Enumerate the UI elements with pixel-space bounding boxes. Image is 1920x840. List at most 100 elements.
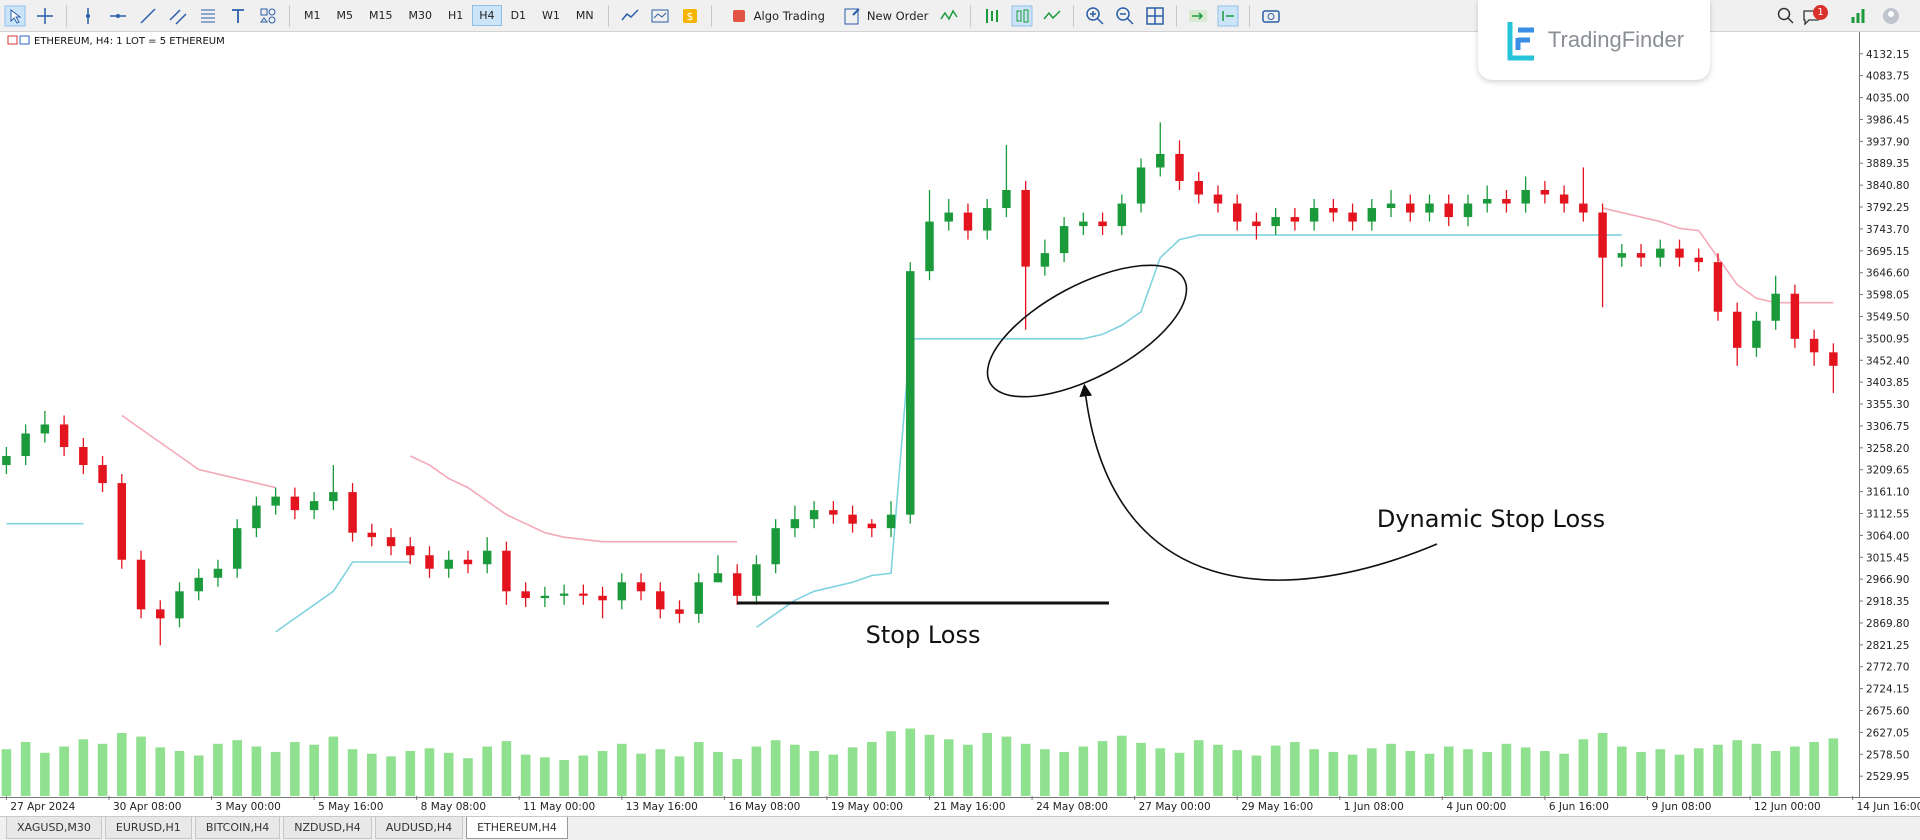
candle-body [1598,212,1607,258]
volume-bar [1790,746,1800,796]
volume-bar [328,736,339,796]
volume-bar [924,734,935,796]
timeframe-button[interactable]: M5 [336,9,354,22]
zoom-out[interactable] [1114,5,1136,27]
text-tool[interactable] [227,5,249,27]
stop-loss-label: Stop Loss [866,621,981,649]
volume-bar [501,741,512,796]
bar-chart[interactable] [981,5,1003,27]
indicators[interactable] [938,5,960,27]
timeframe-button[interactable]: W1 [542,9,560,22]
search[interactable] [1775,5,1797,27]
signal[interactable] [1848,5,1870,27]
volume-bar [1001,736,1012,796]
candle-body [1617,253,1627,258]
chart-type[interactable] [619,5,641,27]
volume-bar [1328,751,1339,796]
y-tick-label: 3355.30 [1866,399,1909,411]
candle-body [867,523,877,529]
chart-tab[interactable]: EURUSD,H1 [104,817,192,839]
cursor-tool[interactable] [4,5,26,27]
chart-tab[interactable]: NZDUSD,H4 [283,817,372,839]
volume-bar [905,728,916,796]
separator [1249,4,1251,27]
stop-short-line [121,414,276,489]
volume-bar [347,749,358,796]
tile-windows[interactable] [1144,5,1166,27]
x-tick-label: 21 May 16:00 [934,801,1006,813]
volume-bar [1270,745,1281,796]
candle-body [1406,203,1415,213]
candle-body [175,591,184,619]
auto-scroll[interactable] [1187,5,1209,27]
account[interactable] [1880,5,1902,27]
y-tick-label: 2966.90 [1866,574,1909,586]
shapes-tool[interactable] [257,5,279,27]
chart-tab[interactable]: AUDUSD,H4 [374,817,464,839]
candle-body [925,221,934,272]
volume-bar [366,753,377,796]
candle-body [1713,262,1723,312]
candle-body [1271,217,1280,227]
candle-body [636,582,646,592]
y-tick-label: 3695.15 [1866,246,1909,258]
timeframe-button[interactable]: M1 [304,9,321,22]
x-tick-label: 4 Jun 00:00 [1446,801,1506,813]
y-tick-label: 3549.50 [1866,311,1909,323]
candle-body [1098,221,1107,227]
vertical-line-tool[interactable] [77,5,99,27]
algo-icon [732,9,745,22]
screenshot[interactable] [1260,5,1282,27]
y-tick-label: 3889.35 [1866,158,1909,170]
timeframe-button[interactable]: MN [575,9,594,22]
logo-icon [1507,22,1534,61]
volume-bar [424,748,435,796]
stop-long-line [755,234,1622,629]
y-tick-label: 3112.55 [1866,508,1909,520]
chart-tab[interactable]: XAGUSD,M30 [6,817,102,839]
y-tick-label: 3209.65 [1866,465,1909,477]
trendline-tool[interactable] [137,5,159,27]
candle-body [252,505,261,529]
candle-body [1521,190,1530,204]
candle-body [1771,293,1780,321]
x-tick-label: 11 May 00:00 [523,801,595,813]
chart-tabs: XAGUSD,M30 EURUSD,H1 BITCOIN,H4 NZDUSD,H4 AU… [0,816,1920,840]
volume-bar [1290,742,1300,796]
volume-bar [193,755,204,796]
separator [1176,4,1178,27]
channel-tool[interactable] [167,5,189,27]
volume-bar [1713,744,1723,796]
volume-bar [982,733,993,796]
timeframe-button[interactable]: H4 [472,5,502,26]
candle-body [694,582,703,614]
y-tick-label: 3840.80 [1866,180,1909,192]
chart-tab[interactable]: BITCOIN,H4 [194,817,281,839]
new-order-button[interactable]: New Order [837,5,928,27]
candle-chart[interactable] [1011,5,1033,27]
horizontal-line-tool[interactable] [107,5,129,27]
templates[interactable] [649,5,671,27]
timeframe-button[interactable]: M30 [408,9,433,22]
volume-bar [1193,740,1204,796]
volume-bar [290,742,300,796]
candle-body [1752,320,1761,348]
fibonacci-tool[interactable] [197,5,219,27]
line-chart[interactable] [1041,5,1063,27]
timeframe-button[interactable]: H1 [448,9,464,22]
y-tick-label: 2869.80 [1866,618,1909,630]
chart-shift[interactable] [1217,5,1239,27]
timeframe-button[interactable]: M15 [369,9,393,22]
volume-bar [1617,746,1627,796]
volume-bar [1770,751,1781,796]
y-tick-label: 2529.95 [1866,771,1909,783]
volume-bar [1424,753,1435,796]
strategy-tester[interactable]: $ [679,5,701,27]
x-tick-label: 29 May 16:00 [1241,801,1313,813]
timeframe-button[interactable]: D1 [510,9,527,22]
candle-body [444,559,453,569]
chart-tab[interactable]: ETHEREUM,H4 [466,817,568,839]
crosshair-tool[interactable] [34,5,56,27]
algo-trading-button[interactable]: Algo Trading [724,5,825,27]
zoom-in[interactable] [1084,5,1106,27]
